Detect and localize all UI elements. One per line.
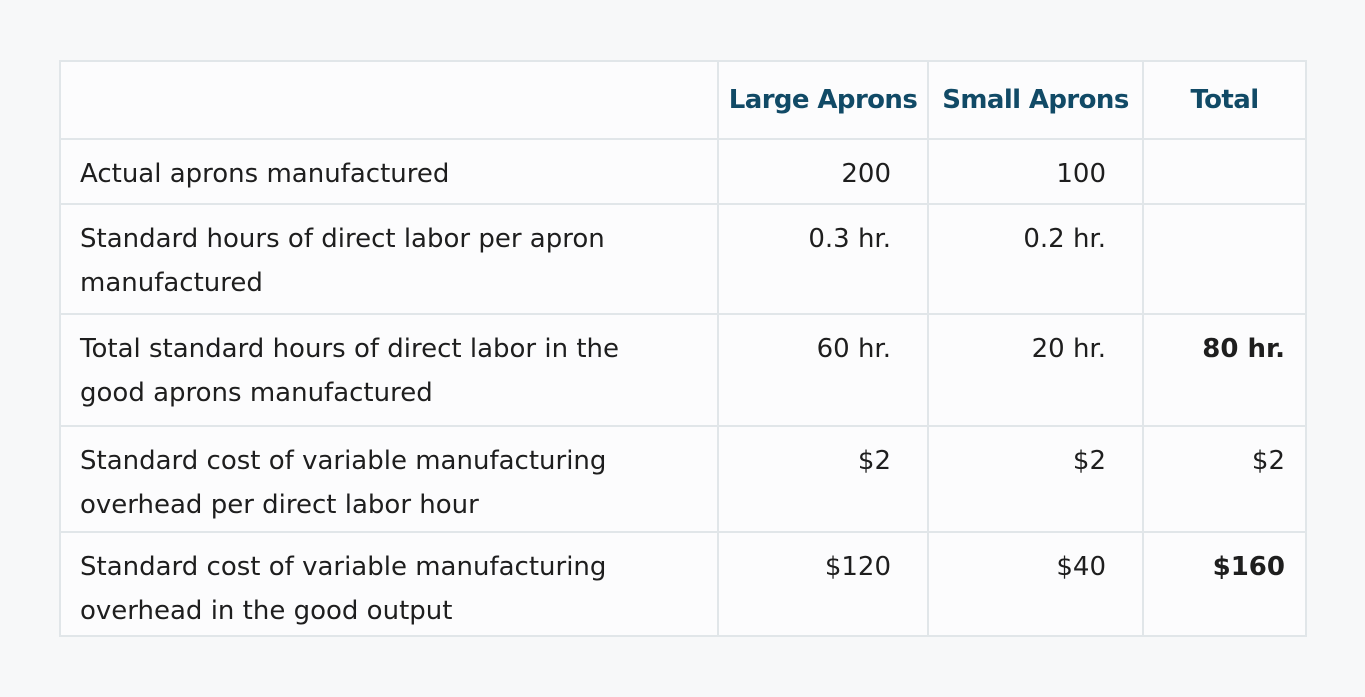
row: Actual aprons manufactured 200 100 <box>59 138 1307 205</box>
row-label: Standard cost of variable manufacturing … <box>59 531 719 637</box>
cell: 60 hr. <box>717 313 929 427</box>
total-cell: $160 <box>1142 531 1307 637</box>
cell: $2 <box>717 425 929 533</box>
header-cell <box>59 60 719 140</box>
row: Total standard hours of direct labor in … <box>59 313 1307 427</box>
cell: 0.3 hr. <box>717 203 929 315</box>
cell <box>1142 203 1307 315</box>
cell: 200 <box>717 138 929 205</box>
data-table: Large Aprons Small Aprons Total Actual a… <box>59 60 1307 637</box>
header-cell: Small Aprons <box>927 60 1144 140</box>
cell <box>1142 138 1307 205</box>
row: Standard hours of direct labor per apron… <box>59 203 1307 315</box>
row-label: Actual aprons manufactured <box>59 138 719 205</box>
header-cell: Total <box>1142 60 1307 140</box>
row: Standard cost of variable manufacturing … <box>59 425 1307 533</box>
cell: $40 <box>927 531 1144 637</box>
cell: $2 <box>1142 425 1307 533</box>
cell: $120 <box>717 531 929 637</box>
total-cell: 80 hr. <box>1142 313 1307 427</box>
cell: $2 <box>927 425 1144 533</box>
header-row: Large Aprons Small Aprons Total <box>59 60 1307 140</box>
header-cell: Large Aprons <box>717 60 929 140</box>
cell: 0.2 hr. <box>927 203 1144 315</box>
cell: 20 hr. <box>927 313 1144 427</box>
cell: 100 <box>927 138 1144 205</box>
row-label: Total standard hours of direct labor in … <box>59 313 719 427</box>
row-label: Standard hours of direct labor per apron… <box>59 203 719 315</box>
row-label: Standard cost of variable manufacturing … <box>59 425 719 533</box>
row: Standard cost of variable manufacturing … <box>59 531 1307 637</box>
